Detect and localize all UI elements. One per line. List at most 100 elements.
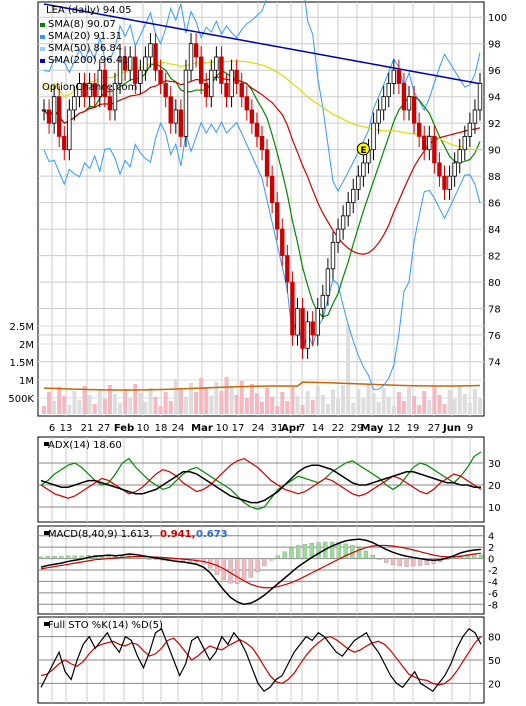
volume-bar (42, 406, 46, 414)
macd-axis-label: 4 (488, 532, 494, 543)
volume-bar (422, 391, 427, 414)
volume-bar (118, 403, 123, 414)
volume-bar (82, 386, 87, 414)
macd-histogram-bar (241, 558, 247, 583)
candle-body (381, 96, 386, 111)
volume-bar (214, 382, 219, 414)
candle-body (198, 56, 204, 84)
macd-histogram-bar (431, 558, 436, 564)
volume-bar (366, 384, 371, 414)
sto-axis-label: 20 (488, 679, 501, 690)
volume-average-line (43, 381, 481, 391)
x-tick-label: 6 (49, 423, 55, 434)
volume-bar (346, 324, 351, 414)
macd-histogram-bar (255, 558, 260, 572)
macd-hist-legend: 0.673 (196, 529, 228, 540)
volume-bar (305, 391, 310, 414)
volume-bar (285, 401, 290, 414)
bollinger-lower-line (43, 120, 481, 390)
macd-histogram-bar (45, 556, 50, 559)
volume-bar (381, 388, 386, 414)
macd-histogram-bar (411, 558, 416, 567)
candle-body (41, 109, 47, 112)
macd-legend-label: MACD(8,40,9) 1.613, (48, 529, 153, 540)
candle-body (72, 96, 77, 111)
volume-bar (330, 390, 335, 414)
candle-body (340, 215, 346, 230)
watermark: OptionChance.com (42, 82, 137, 93)
sto-axis-label: 80 (488, 633, 501, 644)
x-tick-label: 7 (299, 423, 305, 434)
candle-body (77, 83, 82, 98)
volume-bar (52, 401, 57, 414)
price-axis-label: 82 (488, 252, 501, 263)
volume-bar (295, 396, 300, 414)
plus-di-line (40, 451, 482, 510)
volume-bar (467, 403, 472, 414)
x-tick-label: 29 (351, 423, 364, 434)
volume-bar (163, 392, 168, 414)
volume-bar (72, 391, 77, 414)
price-axis-label: 86 (488, 199, 501, 210)
volume-bar (351, 403, 356, 414)
macd-histogram-bar (357, 547, 362, 559)
candle-body (290, 281, 295, 336)
volume-bar (320, 395, 325, 414)
volume-bar (62, 396, 67, 414)
candle-body (295, 308, 300, 336)
candle-body (427, 136, 432, 151)
volume-bar (376, 402, 381, 414)
adx-legend-label: ADX(14) 18.60 (48, 440, 122, 451)
macd-histogram-bar (404, 558, 409, 567)
macd-histogram-bar (228, 558, 233, 584)
volume-bar (92, 404, 97, 414)
candle-body (122, 56, 128, 71)
x-tick-label: 10 (216, 423, 229, 434)
candle-body (285, 255, 290, 283)
candle-body (467, 122, 473, 137)
volume-bar (102, 399, 107, 414)
adx-axis-label: 20 (488, 481, 501, 492)
legend-swatch (40, 23, 45, 27)
x-tick-label: May (361, 423, 384, 434)
macd-histogram-bar (316, 542, 321, 559)
candle-body (356, 175, 361, 190)
volume-bar (371, 393, 376, 414)
candle-body (457, 149, 462, 164)
candle-body (62, 136, 67, 151)
volume-bar (133, 384, 138, 414)
volume-bar (204, 387, 209, 414)
legend-swatch (40, 35, 45, 39)
candle-body (244, 96, 249, 111)
volume-bar (315, 386, 320, 414)
volume-bar (123, 389, 128, 414)
volume-bar (229, 386, 234, 414)
candle-body (330, 241, 336, 270)
volume-bar (47, 392, 52, 414)
adx-line (40, 464, 481, 504)
volume-bar (219, 391, 224, 414)
volume-bar (275, 406, 280, 414)
macd-signal-legend: 0.941, (160, 529, 195, 540)
x-tick-label: Apr (281, 423, 301, 434)
candle-body (401, 83, 407, 111)
volume-bar (437, 395, 442, 414)
candle-body (249, 109, 255, 124)
price-axis-label: 94 (488, 93, 501, 104)
macd-histogram-bar (140, 557, 145, 559)
macd-histogram-bar (302, 544, 308, 559)
candle-body (193, 43, 199, 58)
candle-body (46, 109, 52, 124)
sma50-line (43, 60, 481, 151)
volume-bar (87, 395, 92, 414)
candle-body (264, 149, 270, 177)
candle-body (127, 56, 133, 71)
candle-body (275, 202, 280, 230)
volume-bar (427, 400, 432, 414)
macd-histogram-bar (248, 558, 253, 578)
candle-body (269, 175, 275, 204)
x-tick-label: 17 (232, 423, 245, 434)
volume-bar (341, 385, 346, 414)
macd-histogram-bar (282, 551, 287, 559)
macd-histogram-bar (363, 550, 369, 559)
